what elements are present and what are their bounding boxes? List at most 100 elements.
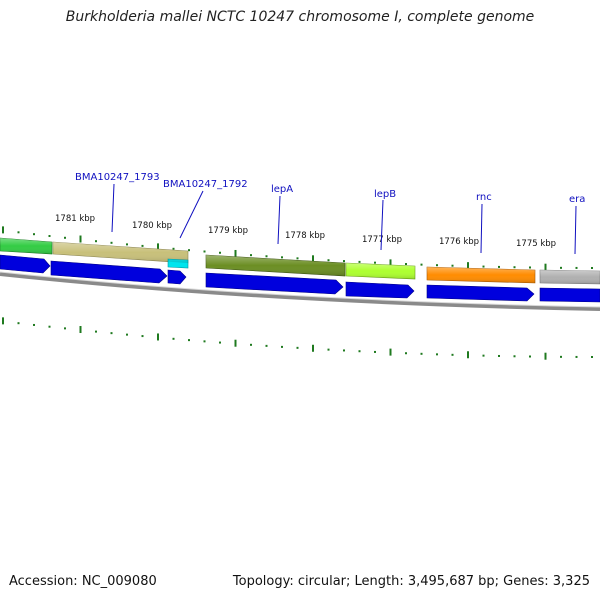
gene-label-lepa[interactable]: lepA bbox=[271, 184, 293, 195]
minor-tick bbox=[498, 265, 500, 268]
minor-tick bbox=[482, 354, 485, 357]
minor-tick bbox=[358, 260, 361, 263]
major-tick bbox=[389, 348, 392, 356]
gene-label-rnc[interactable]: rnc bbox=[476, 192, 492, 203]
minor-tick bbox=[560, 266, 562, 269]
major-tick bbox=[544, 263, 547, 271]
minor-tick bbox=[296, 346, 299, 349]
cds-arrow bbox=[167, 269, 187, 285]
major-tick bbox=[544, 352, 547, 360]
map-title: Burkholderia mallei NCTC 10247 chromosom… bbox=[65, 9, 535, 25]
minor-tick bbox=[203, 250, 206, 253]
leader-line bbox=[380, 199, 384, 251]
minor-tick bbox=[281, 256, 283, 259]
minor-tick bbox=[110, 241, 113, 244]
minor-tick bbox=[374, 261, 376, 264]
minor-tick bbox=[48, 325, 51, 328]
minor-tick bbox=[482, 265, 485, 268]
major-tick bbox=[312, 255, 314, 263]
minor-tick bbox=[405, 352, 407, 355]
minor-tick bbox=[141, 335, 144, 338]
minor-tick bbox=[172, 247, 175, 250]
minor-tick bbox=[64, 236, 66, 239]
scale-label: 1777 kbp bbox=[362, 235, 402, 245]
cds-arrow bbox=[0, 254, 51, 274]
minor-tick bbox=[420, 263, 423, 266]
minor-tick bbox=[203, 340, 206, 343]
major-tick bbox=[79, 235, 82, 243]
minor-tick bbox=[451, 353, 454, 356]
gene-label-lepb[interactable]: lepB bbox=[374, 189, 396, 200]
major-tick bbox=[2, 317, 4, 325]
gene-label-lines bbox=[111, 183, 577, 255]
leader-line bbox=[480, 203, 483, 254]
cds-arrow bbox=[205, 272, 344, 295]
minor-tick bbox=[327, 348, 330, 351]
scale-label: 1781 kbp bbox=[55, 214, 95, 224]
minor-tick bbox=[141, 244, 144, 247]
backbone-arc bbox=[0, 272, 600, 311]
minor-tick bbox=[436, 353, 438, 356]
leader-line bbox=[111, 183, 115, 233]
minor-tick bbox=[513, 355, 516, 358]
scale-label: 1780 kbp bbox=[132, 221, 172, 231]
scale-labels: 1781 kbp 1780 kbp 1779 kbp 1778 kbp 1777… bbox=[55, 214, 556, 249]
scale-label: 1776 kbp bbox=[439, 237, 479, 247]
scale-label: 1779 kbp bbox=[208, 226, 248, 236]
minor-tick bbox=[33, 233, 35, 236]
minor-tick bbox=[95, 240, 97, 243]
minor-tick bbox=[64, 327, 66, 330]
minor-tick bbox=[281, 345, 283, 348]
minor-tick bbox=[374, 350, 376, 353]
cds-arrow bbox=[50, 260, 168, 284]
minor-tick bbox=[498, 354, 500, 357]
minor-tick bbox=[48, 235, 51, 238]
minor-tick bbox=[591, 266, 593, 269]
major-tick bbox=[2, 226, 4, 234]
minor-tick bbox=[188, 249, 190, 252]
minor-tick bbox=[358, 350, 361, 353]
major-tick bbox=[157, 243, 159, 251]
gene-label-bma10247-1792[interactable]: BMA10247_1792 bbox=[163, 179, 248, 190]
major-tick bbox=[389, 259, 392, 267]
minor-tick bbox=[126, 243, 128, 246]
gene-labels: BMA10247_1793 BMA10247_1792 lepA lepB rn… bbox=[75, 172, 585, 205]
minor-tick bbox=[436, 264, 438, 267]
cds-arrow bbox=[426, 284, 535, 302]
minor-tick bbox=[188, 339, 190, 342]
minor-tick bbox=[591, 355, 593, 358]
minor-tick bbox=[575, 355, 578, 358]
gene-label-bma10247-1793[interactable]: BMA10247_1793 bbox=[75, 172, 160, 183]
minor-tick bbox=[405, 263, 407, 266]
minor-tick bbox=[219, 251, 221, 254]
inner-scale-ticks bbox=[2, 317, 593, 360]
major-tick bbox=[467, 262, 469, 270]
genome-stats-text: Topology: circular; Length: 3,495,687 bp… bbox=[232, 574, 590, 589]
minor-tick bbox=[575, 266, 578, 269]
scale-label: 1778 kbp bbox=[285, 231, 325, 241]
minor-tick bbox=[126, 333, 128, 336]
minor-tick bbox=[420, 352, 423, 355]
minor-tick bbox=[95, 330, 97, 333]
minor-tick bbox=[529, 355, 531, 358]
accession-text: Accession: NC_009080 bbox=[9, 574, 157, 589]
backbone-arc-highlight bbox=[0, 271, 600, 308]
minor-tick bbox=[343, 349, 345, 352]
minor-tick bbox=[33, 323, 35, 326]
leader-line bbox=[277, 195, 281, 245]
minor-tick bbox=[529, 266, 531, 269]
major-tick bbox=[234, 249, 237, 257]
minor-tick bbox=[172, 337, 175, 340]
major-tick bbox=[234, 339, 237, 347]
minor-tick bbox=[250, 254, 252, 257]
minor-tick bbox=[219, 341, 221, 344]
cds-arrow bbox=[539, 287, 600, 303]
minor-tick bbox=[513, 266, 516, 269]
leader-line bbox=[179, 190, 204, 239]
minor-tick bbox=[451, 264, 454, 267]
gene-label-era[interactable]: era bbox=[569, 194, 585, 205]
minor-tick bbox=[110, 332, 113, 335]
minor-tick bbox=[17, 231, 20, 234]
minor-tick bbox=[343, 260, 345, 263]
